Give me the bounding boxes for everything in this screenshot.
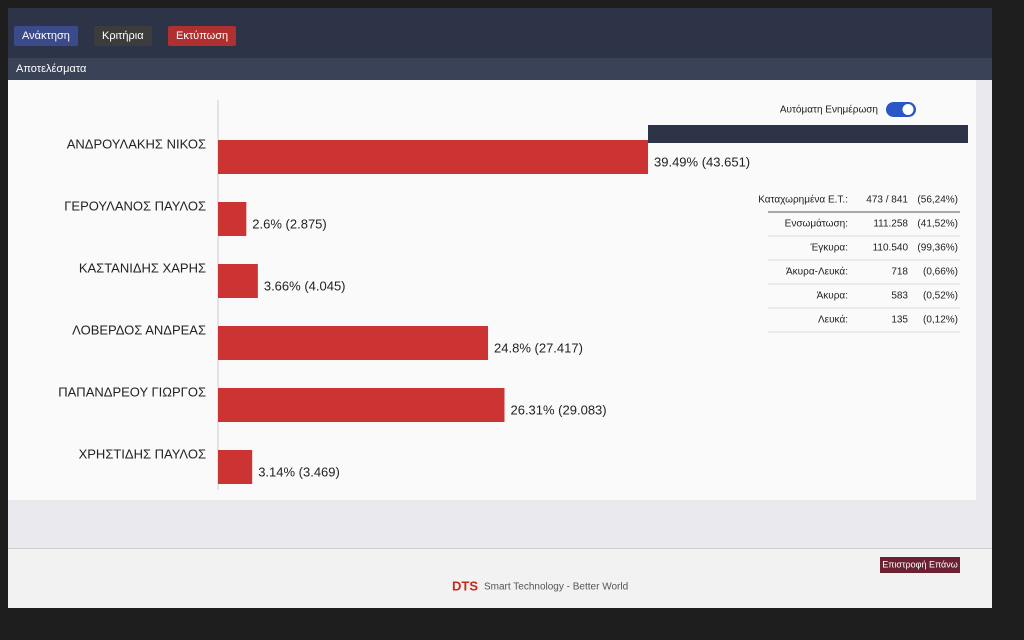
bar xyxy=(218,388,505,422)
update-strip xyxy=(648,125,968,143)
value-label: 24.8% (27.417) xyxy=(494,340,583,355)
back-to-top-button[interactable] xyxy=(880,557,960,573)
value-label: 3.14% (3.469) xyxy=(258,464,340,479)
screen: Ανάκτηση Κριτήρια Εκτύπωση Αποτελέσματα … xyxy=(8,8,992,608)
stat-label: Έγκυρα: xyxy=(809,243,848,254)
value-label: 39.49% (43.651) xyxy=(654,154,750,169)
stat-label: Καταχωρημένα Ε.Τ.: xyxy=(758,194,848,206)
stat-label: Λευκά: xyxy=(818,314,848,326)
chart: Αυτόματη Ενημέρωση ΑΝΔΡΟΥΛΑΚΗΣ ΝΙΚΟΣ 39.4… xyxy=(58,100,968,490)
stat-value: 111.258 xyxy=(873,219,908,230)
category-label: ΛΟΒΕΡΔΟΣ ΑΝΔΡΕΑΣ xyxy=(72,322,206,337)
retrieve-button[interactable]: Ανάκτηση xyxy=(14,26,78,46)
stat-label: Ενσωμάτωση: xyxy=(785,218,848,230)
chart-panel: Αυτόματη Ενημέρωση ΑΝΔΡΟΥΛΑΚΗΣ ΝΙΚΟΣ 39.4… xyxy=(8,80,976,500)
stat-percent: (56,24%) xyxy=(917,195,958,206)
category-label: ΚΑΣΤΑΝΙΔΗΣ ΧΑΡΗΣ xyxy=(79,260,206,275)
value-label: 2.6% (2.875) xyxy=(252,216,326,231)
stat-value: 718 xyxy=(891,267,908,278)
footer-graphics: Επιστροφή Επάνω DTS Smart Technology - B… xyxy=(452,557,960,593)
back-to-top-label: Επιστροφή Επάνω xyxy=(882,559,958,569)
stat-value: 110.540 xyxy=(873,243,909,254)
filter-button[interactable]: Κριτήρια xyxy=(94,26,152,46)
stat-percent: (0,66%) xyxy=(923,267,958,278)
category-label: ΑΝΔΡΟΥΛΑΚΗΣ ΝΙΚΟΣ xyxy=(67,136,206,151)
stat-percent: (0,52%) xyxy=(923,291,958,302)
stat-percent: (41,52%) xyxy=(917,219,958,230)
brand: DTS xyxy=(452,578,478,593)
stat-percent: (0,12%) xyxy=(923,315,958,326)
stat-value: 583 xyxy=(891,291,908,302)
bar xyxy=(218,140,648,174)
bar xyxy=(218,202,247,236)
value-label: 3.66% (4.045) xyxy=(264,278,346,293)
auto-update-label: Αυτόματη Ενημέρωση xyxy=(780,104,878,116)
stat-value: 473 / 841 xyxy=(866,195,908,206)
print-button[interactable]: Εκτύπωση xyxy=(168,26,237,46)
tagline: Smart Technology - Better World xyxy=(484,582,628,593)
value-label: 26.31% (29.083) xyxy=(510,402,606,417)
category-label: ΠΑΠΑΝΔΡΕΟΥ ΓΙΩΡΓΟΣ xyxy=(58,384,206,399)
panel-header: Αποτελέσματα xyxy=(8,58,992,80)
bar xyxy=(218,264,258,298)
stat-label: Άκυρα: xyxy=(817,291,848,302)
bar xyxy=(218,450,253,484)
toggle-knob xyxy=(902,104,914,115)
category-label: ΓΕΡΟΥΛΑΝΟΣ ΠΑΥΛΟΣ xyxy=(64,198,206,213)
stat-value: 135 xyxy=(891,315,908,326)
footer: Επιστροφή Επάνω DTS Smart Technology - B… xyxy=(8,548,992,608)
category-label: ΧΡΗΣΤΙΔΗΣ ΠΑΥΛΟΣ xyxy=(79,446,206,461)
stat-label: Άκυρα-Λευκά: xyxy=(786,266,848,278)
bar xyxy=(218,326,489,360)
stat-percent: (99,36%) xyxy=(917,243,958,254)
